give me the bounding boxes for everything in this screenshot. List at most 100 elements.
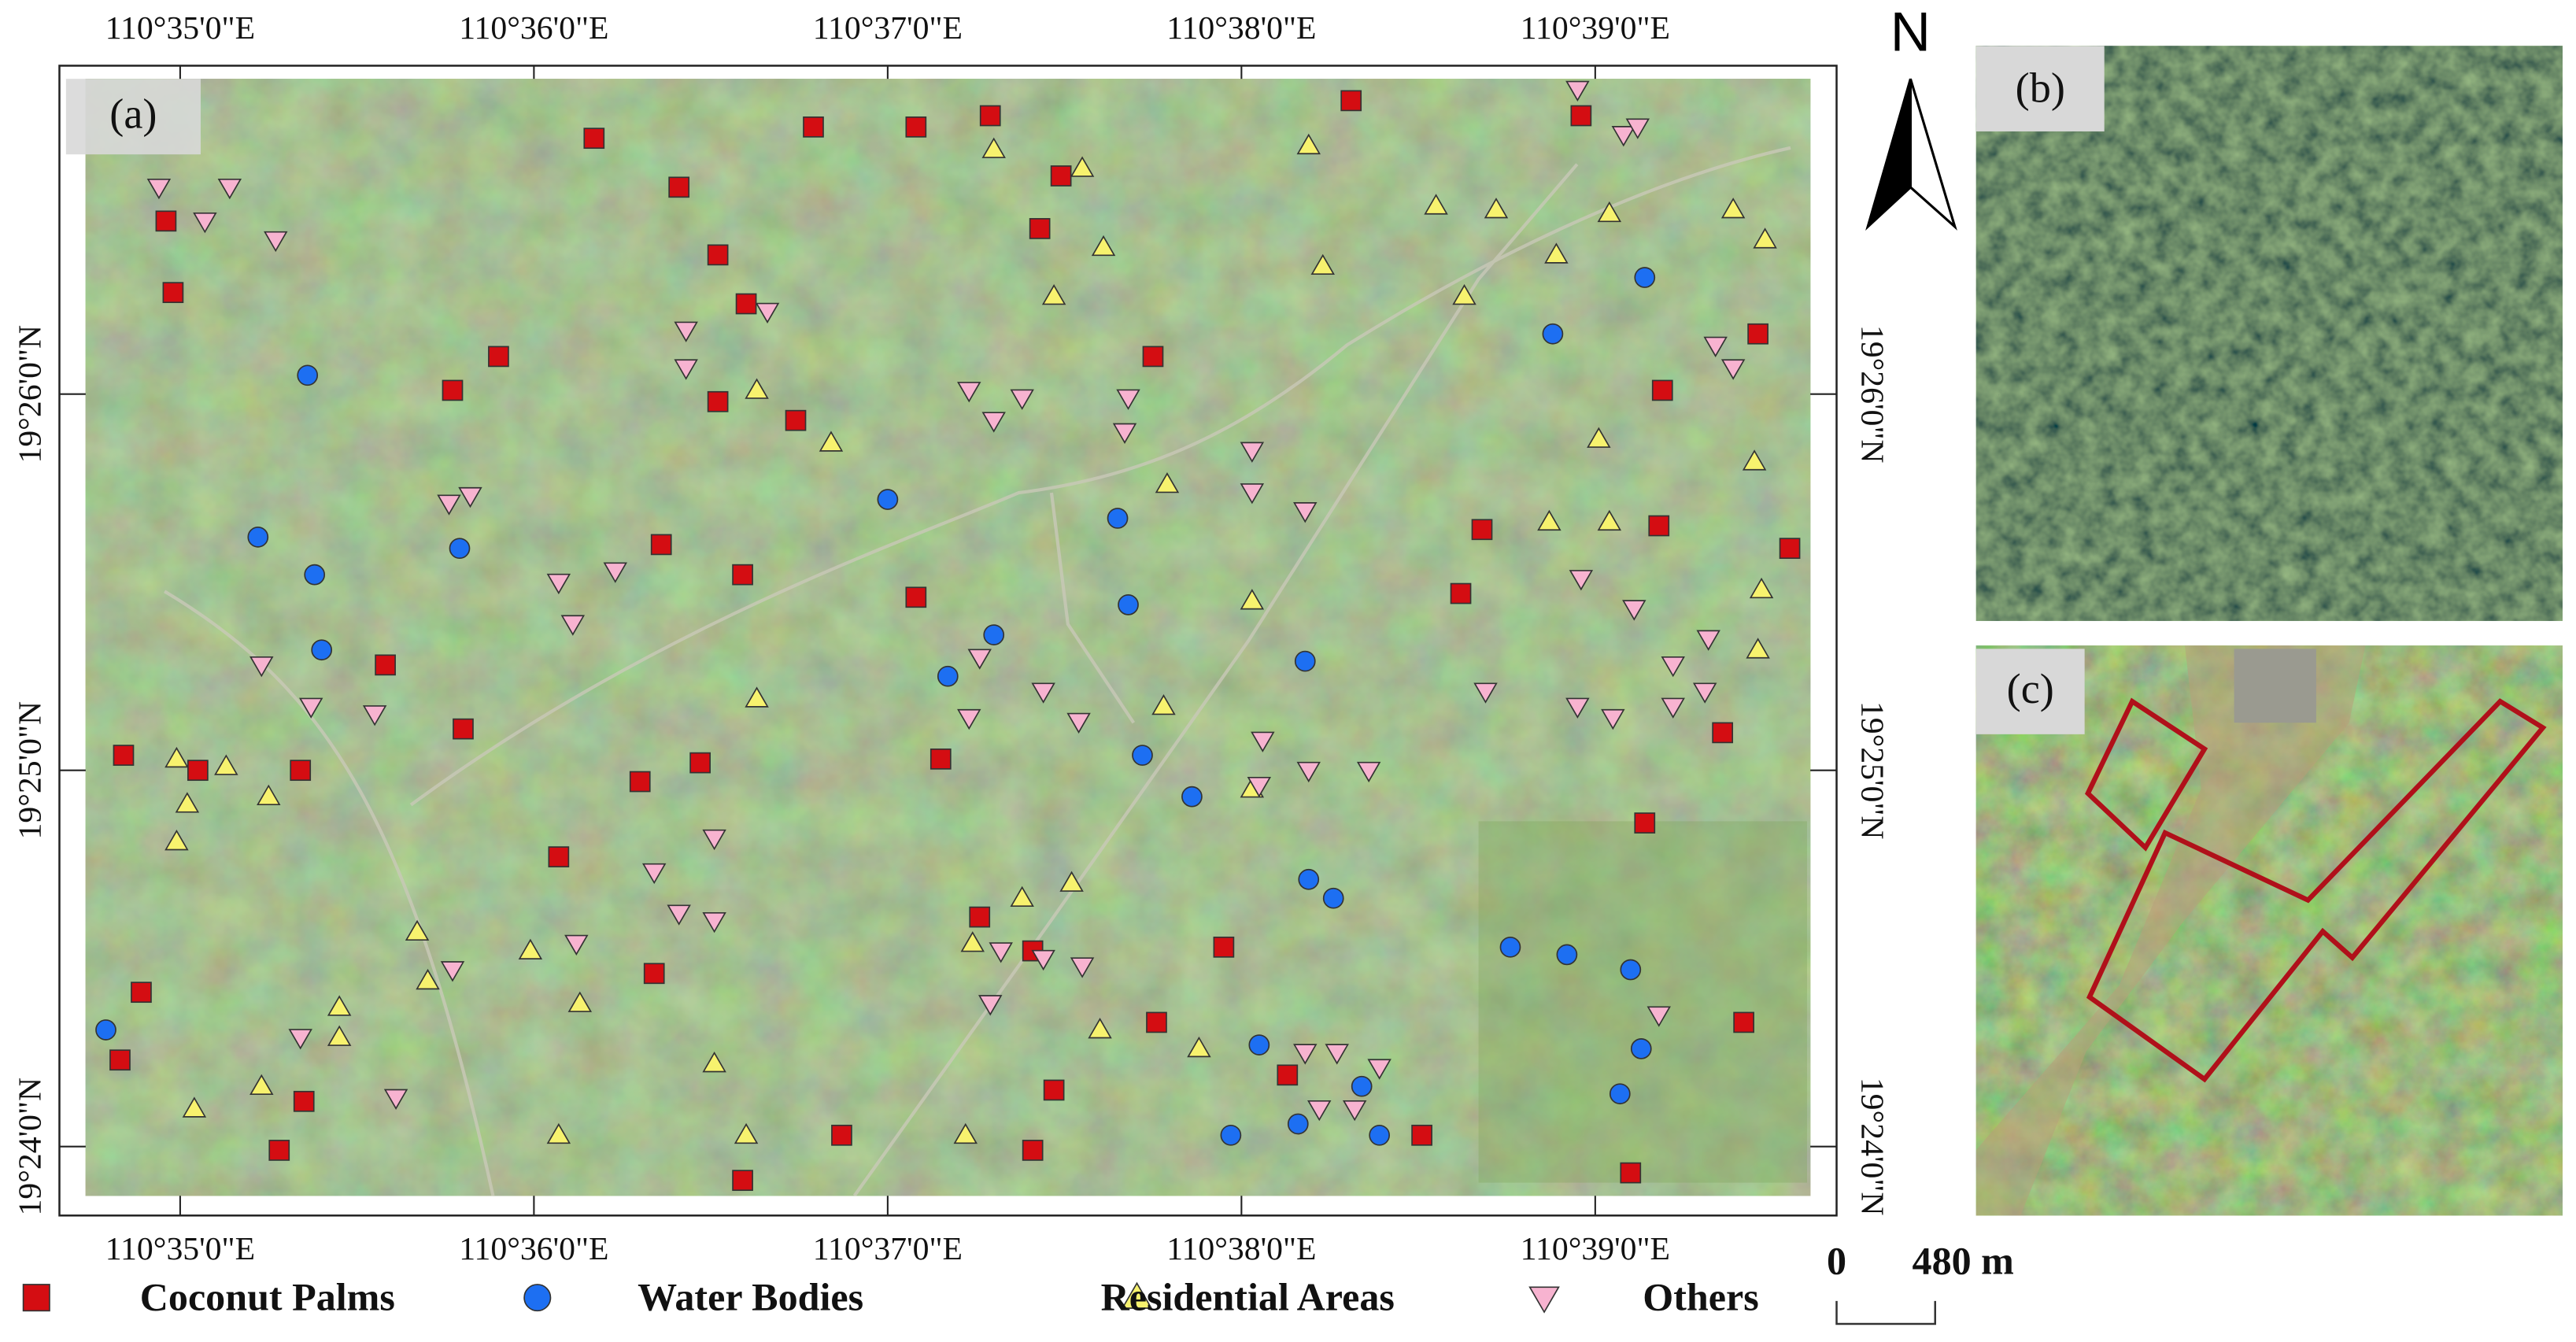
x-tick-label: 110°35'0"E [105, 10, 255, 46]
marker-triangle-down [1367, 1059, 1391, 1080]
marker-triangle [1010, 885, 1034, 908]
marker-square [109, 1049, 131, 1071]
marker-triangle [175, 792, 200, 813]
marker-square [969, 906, 991, 928]
marker-triangle [745, 378, 769, 399]
path-area [1975, 645, 2366, 1216]
marker-square [268, 1140, 290, 1161]
marker-triangle [981, 137, 1006, 158]
north-label: N [1890, 2, 1931, 64]
marker-square [1779, 538, 1801, 560]
marker-square [668, 176, 690, 198]
marker-triangle-down [1661, 697, 1685, 719]
marker-triangle-down [1296, 761, 1321, 783]
marker-square [1747, 323, 1768, 345]
marker-triangle [249, 1074, 274, 1096]
marker-triangle [1720, 198, 1746, 219]
marker-triangle-down [641, 863, 667, 885]
sample-points [95, 80, 1801, 1192]
marker-triangle-down [146, 178, 172, 200]
x-tick-label: 110°36'0"E [459, 1231, 608, 1267]
marker-triangle [518, 938, 543, 959]
legend-marker [1528, 1286, 1560, 1314]
marker-square [453, 718, 474, 740]
marker-triangle-down [1293, 502, 1318, 523]
marker-circle [449, 538, 471, 560]
marker-triangle [567, 991, 593, 1012]
marker-square [629, 771, 651, 793]
marker-triangle-down [1307, 1100, 1332, 1122]
marker-square [1712, 722, 1734, 744]
marker-triangle-down [674, 359, 698, 380]
marker-triangle-down [193, 212, 217, 234]
marker-triangle [734, 1122, 759, 1144]
marker-triangle-down [1247, 776, 1272, 798]
x-tick-label: 110°39'0"E [1521, 10, 1670, 46]
marker-triangle-down [1070, 957, 1095, 978]
marker-circle [1181, 786, 1203, 808]
legend-marker [22, 1284, 50, 1312]
roads [163, 146, 1791, 1196]
marker-triangle [1151, 693, 1176, 715]
marker-square [162, 282, 184, 304]
marker-triangle [1088, 1018, 1112, 1039]
north-arrow-left [1865, 78, 1913, 231]
marker-circle [1609, 1083, 1631, 1105]
palm-outline [2085, 697, 2208, 852]
marker-triangle-down [1692, 682, 1717, 704]
road [1049, 492, 1136, 724]
marker-square [375, 654, 396, 676]
marker-circle [1107, 508, 1129, 529]
x-tick-label: 110°38'0"E [1166, 1231, 1316, 1267]
marker-triangle [1187, 1036, 1211, 1058]
marker-square [1411, 1124, 1432, 1146]
legend-label: Others [1643, 1274, 1758, 1318]
marker-triangle-down [1720, 359, 1746, 380]
marker-triangle [1091, 235, 1116, 257]
marker-square [831, 1124, 852, 1146]
marker-triangle-down [1066, 712, 1091, 734]
marker-triangle-down [603, 562, 627, 583]
marker-circle [1287, 1113, 1309, 1135]
marker-square [1146, 1011, 1167, 1033]
panel-b-texture [1975, 46, 2563, 621]
marker-triangle-down [978, 995, 1003, 1016]
marker-triangle-down [1622, 600, 1646, 621]
panel-label-box [65, 79, 201, 155]
x-tick-label: 110°36'0"E [459, 10, 608, 46]
x-tick-label: 110°35'0"E [105, 1231, 255, 1267]
marker-square [1570, 105, 1592, 127]
marker-triangle [1424, 194, 1448, 215]
marker-triangle [1537, 509, 1561, 531]
marker-triangle-down [288, 1029, 312, 1050]
marker-square [113, 745, 135, 766]
marker-square [290, 760, 312, 782]
marker-square [785, 409, 807, 431]
marker-triangle-down [1473, 682, 1498, 704]
marker-triangle-down [1112, 423, 1137, 444]
scale-label: 0 [1827, 1238, 1846, 1282]
marker-square [1050, 165, 1072, 187]
y-tick-label: 19°24'0"N [1854, 1078, 1890, 1216]
legend-label: Residential Areas [1101, 1274, 1395, 1318]
marker-triangle-down [702, 829, 726, 851]
panel-label: (c) [2007, 665, 2054, 712]
panel-label: (b) [2016, 64, 2065, 111]
marker-square [732, 564, 753, 586]
y-tick-label: 19°25'0"N [1854, 701, 1890, 840]
marker-triangle [960, 931, 985, 952]
marker-square [707, 244, 729, 266]
marker-square [643, 963, 665, 985]
marker-square [1340, 90, 1362, 112]
map-texture [85, 79, 1811, 1196]
y-tick-label: 19°24'0"N [13, 1078, 49, 1216]
legend-label: Water Bodies [638, 1274, 863, 1318]
marker-triangle [164, 830, 189, 851]
marker-circle [297, 364, 319, 386]
x-tick-label: 110°37'0"E [813, 10, 963, 46]
marker-triangle-down [1569, 570, 1594, 591]
marker-triangle [745, 686, 769, 708]
marker-triangle [405, 919, 430, 941]
marker-circle [1542, 323, 1564, 345]
